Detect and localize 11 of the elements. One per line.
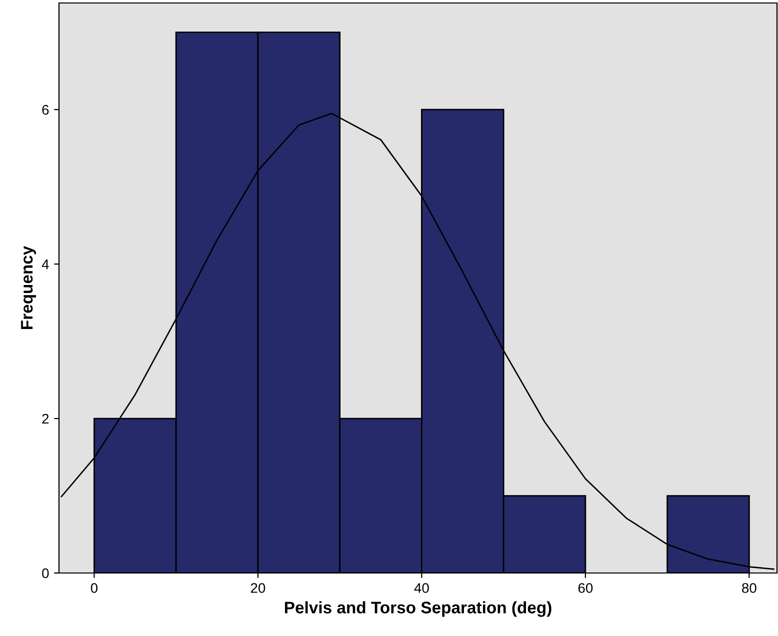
x-axis-title: Pelvis and Torso Separation (deg) <box>284 601 552 617</box>
y-tick-label: 0 <box>42 568 49 578</box>
y-axis-title: Frequency <box>21 246 36 330</box>
x-tick-label: 40 <box>414 583 429 593</box>
y-tick-label: 6 <box>42 104 49 115</box>
y-tick-label: 2 <box>42 414 49 424</box>
x-tick-label: 0 <box>90 583 98 593</box>
y-tick-label: 4 <box>42 260 49 270</box>
x-tick-label: 80 <box>742 583 756 593</box>
x-tick-label: 20 <box>250 583 266 593</box>
x-tick-label: 60 <box>578 583 593 593</box>
